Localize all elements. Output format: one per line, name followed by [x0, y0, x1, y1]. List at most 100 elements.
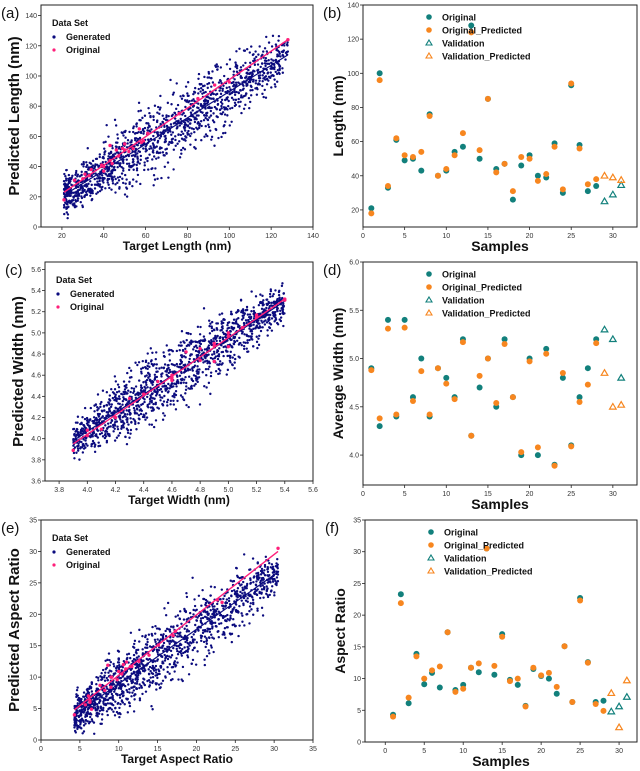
generated-point — [131, 130, 135, 134]
generated-point — [193, 604, 197, 608]
y-tick-label: 30 — [353, 549, 361, 556]
generated-point — [154, 419, 158, 422]
generated-point — [165, 152, 168, 155]
generated-point — [265, 50, 269, 53]
generated-point — [132, 125, 135, 128]
generated-point — [105, 123, 108, 127]
generated-point — [201, 339, 205, 342]
generated-point — [128, 376, 132, 379]
original-predicted-point — [413, 653, 420, 660]
generated-point — [183, 650, 187, 654]
generated-point — [244, 599, 248, 602]
generated-point — [203, 384, 206, 388]
generated-point — [171, 350, 175, 353]
generated-point — [256, 571, 260, 575]
generated-point — [248, 568, 251, 572]
generated-point — [102, 181, 105, 184]
x-tick-label: 4.2 — [111, 487, 121, 494]
generated-point — [241, 614, 244, 617]
generated-point — [160, 375, 163, 378]
validation-predicted-point — [622, 675, 632, 684]
legend-marker — [428, 542, 434, 548]
y-tick-label: 4.0 — [31, 436, 41, 443]
generated-point — [261, 92, 264, 96]
generated-point — [186, 656, 190, 659]
original-point — [226, 344, 231, 349]
generated-point — [106, 713, 109, 717]
generated-point — [146, 122, 150, 125]
generated-point — [149, 681, 152, 684]
y-tick-label: 5.5 — [349, 308, 359, 315]
generated-point — [146, 159, 149, 163]
generated-point — [198, 122, 202, 126]
generated-point — [211, 612, 214, 616]
generated-point — [82, 724, 86, 727]
generated-point — [151, 379, 154, 383]
generated-point — [207, 82, 211, 85]
generated-point — [227, 104, 230, 108]
generated-point — [129, 141, 132, 144]
generated-point — [249, 315, 253, 319]
generated-point — [129, 166, 133, 169]
generated-point — [187, 368, 190, 371]
generated-point — [116, 181, 119, 185]
generated-point — [100, 431, 104, 435]
generated-point — [112, 392, 116, 395]
x-tick-label: 25 — [567, 233, 575, 240]
generated-point — [207, 360, 211, 363]
generated-point — [174, 138, 177, 142]
generated-point — [126, 142, 129, 145]
generated-point — [269, 313, 272, 317]
generated-point — [274, 58, 278, 62]
generated-point — [130, 695, 133, 698]
generated-point — [72, 451, 76, 455]
generated-point — [170, 103, 173, 106]
original-point — [401, 157, 408, 164]
generated-point — [117, 657, 121, 660]
generated-point — [276, 297, 279, 301]
y-tick-label: 5.6 — [31, 267, 41, 274]
generated-point — [154, 402, 157, 406]
generated-point — [256, 346, 259, 350]
generated-point — [169, 399, 172, 403]
generated-point — [223, 594, 226, 598]
generated-point — [197, 376, 201, 379]
generated-point — [226, 327, 229, 330]
generated-point — [206, 361, 209, 365]
chart-panel-b: (b)0 5 10 15 20 25 3020406080100120140SamplesL… — [323, 3, 638, 254]
generated-point — [203, 663, 207, 667]
generated-point — [259, 293, 262, 296]
generated-point — [133, 685, 136, 688]
generated-point — [179, 631, 182, 634]
generated-point — [237, 91, 240, 94]
generated-point — [233, 589, 236, 592]
original-predicted-point — [584, 381, 591, 388]
generated-point — [118, 397, 121, 401]
generated-point — [101, 156, 104, 160]
generated-point — [153, 104, 157, 107]
original-point — [122, 142, 127, 146]
generated-point — [128, 380, 131, 383]
generated-point — [203, 658, 206, 661]
generated-point — [131, 164, 135, 167]
generated-point — [224, 601, 228, 604]
generated-point — [187, 673, 191, 676]
generated-point — [275, 576, 279, 579]
chart-panel-f: (f)0 5 10 15 20 25 3005101520253035SamplesAspe… — [325, 518, 638, 769]
generated-point — [156, 105, 160, 109]
generated-point — [153, 660, 157, 663]
generated-point — [268, 292, 272, 296]
generated-point — [276, 307, 279, 310]
generated-point — [180, 356, 184, 359]
generated-point — [76, 447, 80, 450]
generated-point — [141, 692, 144, 696]
generated-point — [245, 321, 248, 325]
generated-point — [246, 600, 249, 603]
generated-point — [89, 715, 92, 719]
generated-point — [252, 345, 255, 348]
generated-point — [137, 421, 140, 425]
generated-point — [193, 99, 196, 103]
generated-point — [220, 320, 223, 323]
generated-point — [89, 406, 93, 410]
y-tick-label: 25 — [353, 581, 361, 588]
